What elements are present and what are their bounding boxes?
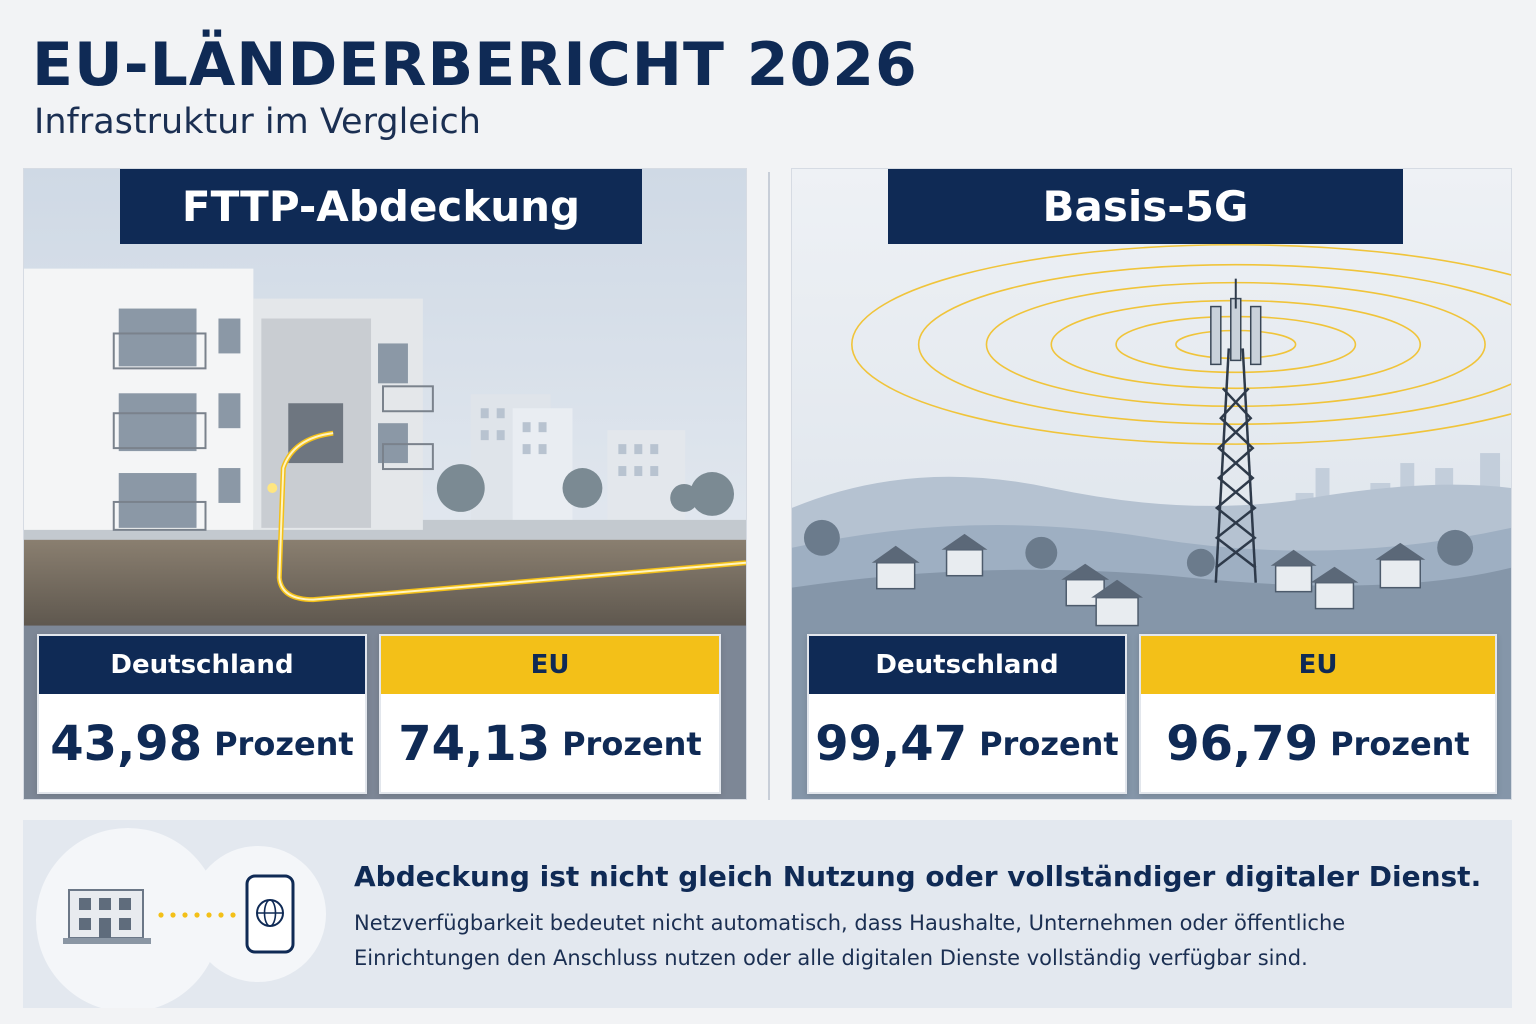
smartphone-globe-icon bbox=[245, 874, 295, 954]
fttp-eu-unit: Prozent bbox=[562, 725, 702, 763]
5g-eu-value-row: 96,79 Prozent bbox=[1141, 694, 1495, 794]
5g-eu-label: EU bbox=[1141, 636, 1495, 694]
5g-germany-card: Deutschland 99,47 Prozent bbox=[807, 634, 1127, 794]
fttp-germany-unit: Prozent bbox=[214, 725, 354, 763]
footer-body: Netzverfügbarkeit bedeutet nicht automat… bbox=[354, 911, 1346, 970]
fttp-panel: FTTP-Abdeckung Deutschland 43,98 Prozent… bbox=[23, 168, 747, 800]
fttp-eu-value: 74,13 bbox=[398, 716, 551, 772]
fttp-eu-value-row: 74,13 Prozent bbox=[381, 694, 719, 794]
fttp-heading: FTTP-Abdeckung bbox=[120, 169, 642, 244]
5g-eu-card: EU 96,79 Prozent bbox=[1139, 634, 1497, 794]
building-icon bbox=[63, 889, 151, 944]
5g-eu-unit: Prozent bbox=[1330, 725, 1470, 763]
fttp-eu-card: EU 74,13 Prozent bbox=[379, 634, 721, 794]
fttp-germany-value: 43,98 bbox=[50, 716, 203, 772]
5g-germany-value-row: 99,47 Prozent bbox=[809, 694, 1125, 794]
footer-note: Abdeckung ist nicht gleich Nutzung oder … bbox=[23, 820, 1512, 1008]
panel-divider bbox=[768, 172, 770, 800]
footer-illustration bbox=[36, 828, 326, 1008]
fttp-eu-label: EU bbox=[381, 636, 719, 694]
connection-dots bbox=[158, 912, 236, 918]
5g-germany-unit: Prozent bbox=[979, 725, 1119, 763]
fttp-germany-value-row: 43,98 Prozent bbox=[39, 694, 365, 794]
5g-heading: Basis-5G bbox=[888, 169, 1403, 244]
5g-germany-label: Deutschland bbox=[809, 636, 1125, 694]
5g-eu-value: 96,79 bbox=[1166, 716, 1319, 772]
page-subtitle: Infrastruktur im Vergleich bbox=[34, 102, 481, 142]
page-title: EU-LÄNDERBERICHT 2026 bbox=[32, 30, 918, 100]
fttp-germany-card: Deutschland 43,98 Prozent bbox=[37, 634, 367, 794]
5g-panel: Basis-5G Deutschland 99,47 Prozent EU 96… bbox=[791, 168, 1512, 800]
5g-germany-value: 99,47 bbox=[815, 716, 968, 772]
footer-headline: Abdeckung ist nicht gleich Nutzung oder … bbox=[354, 860, 1482, 893]
fttp-germany-label: Deutschland bbox=[39, 636, 365, 694]
